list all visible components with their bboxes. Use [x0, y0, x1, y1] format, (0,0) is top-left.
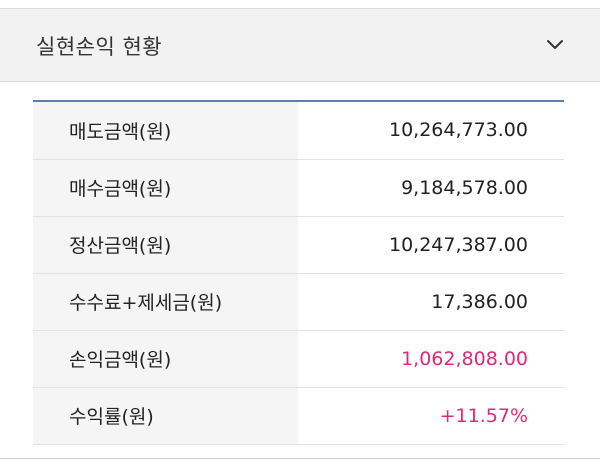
table-row-sell-amount: 매도금액(원) 10,264,773.00 — [33, 102, 564, 160]
row-value: 9,184,578.00 — [298, 159, 564, 217]
panel-header[interactable]: 실현손익 현황 — [0, 8, 600, 82]
bottom-divider — [0, 458, 600, 459]
chevron-down-icon[interactable] — [544, 33, 566, 55]
pnl-summary-table: 매도금액(원) 10,264,773.00 매수금액(원) 9,184,578.… — [33, 100, 564, 446]
row-label: 매수금액(원) — [33, 159, 298, 217]
row-label: 수익률(원) — [33, 387, 298, 445]
realized-pnl-panel: 실현손익 현황 매도금액(원) 10,264,773.00 매수금액(원) 9,… — [0, 8, 600, 458]
table-row-pnl-amount: 손익금액(원) 1,062,808.00 — [33, 330, 564, 388]
table-row-buy-amount: 매수금액(원) 9,184,578.00 — [33, 159, 564, 217]
table-row-fees-taxes: 수수료+제세금(원) 17,386.00 — [33, 273, 564, 331]
row-value-return: +11.57% — [298, 387, 564, 445]
row-value: 17,386.00 — [298, 273, 564, 331]
row-value: 10,264,773.00 — [298, 102, 564, 160]
table-row-settlement-amount: 정산금액(원) 10,247,387.00 — [33, 216, 564, 274]
panel-title: 실현손익 현황 — [36, 35, 163, 59]
row-value: 10,247,387.00 — [298, 216, 564, 274]
row-label: 매도금액(원) — [33, 102, 298, 160]
row-label: 정산금액(원) — [33, 216, 298, 274]
row-label: 손익금액(원) — [33, 330, 298, 388]
table-row-return-rate: 수익률(원) +11.57% — [33, 387, 564, 445]
row-label: 수수료+제세금(원) — [33, 273, 298, 331]
row-value-profit: 1,062,808.00 — [298, 330, 564, 388]
